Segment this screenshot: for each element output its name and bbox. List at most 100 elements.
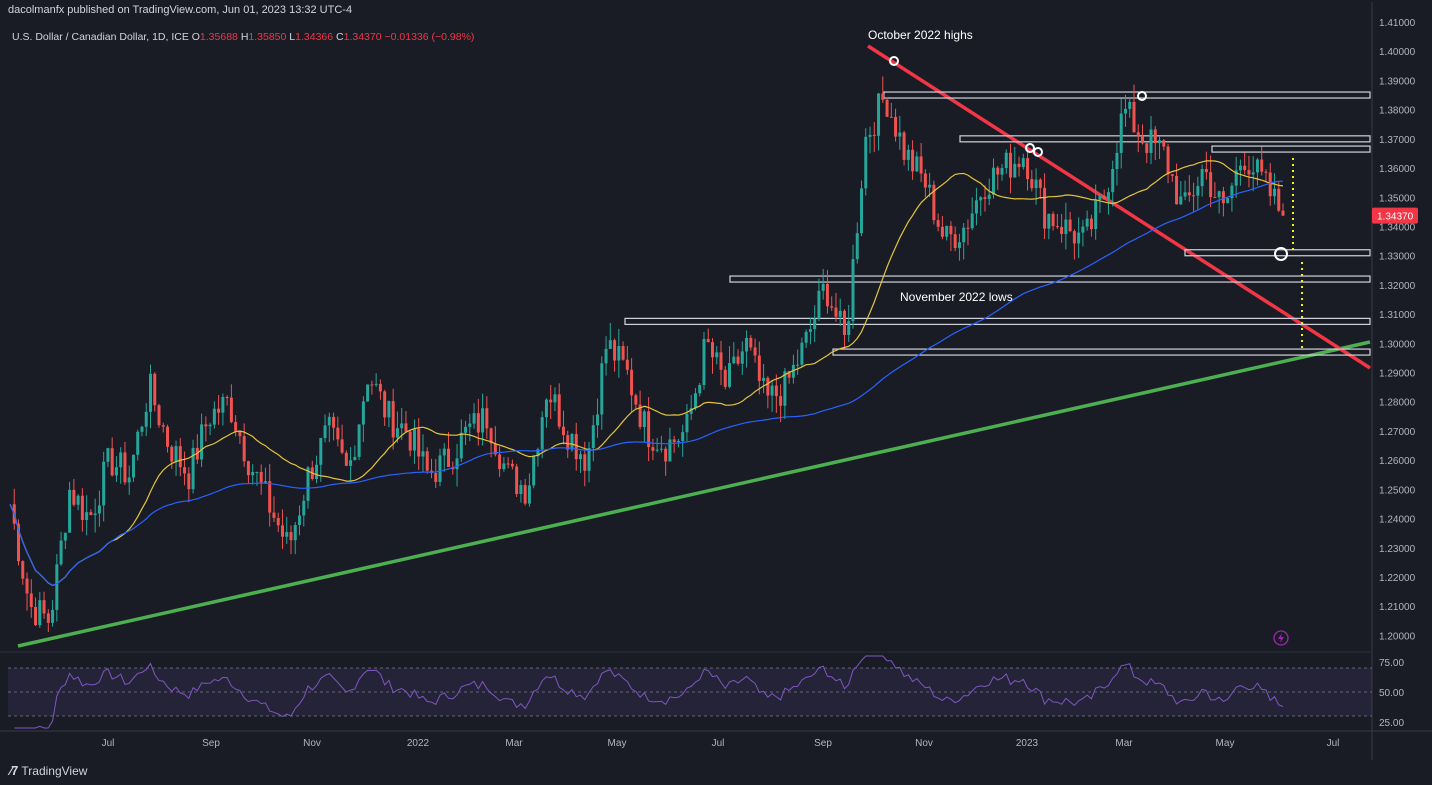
candle-body	[642, 411, 646, 427]
candle-body	[404, 423, 408, 432]
candle-body	[587, 448, 591, 471]
candle-body	[498, 454, 502, 470]
candles	[12, 76, 1285, 632]
candle-body	[1000, 168, 1004, 175]
candle-body	[306, 467, 310, 501]
ma-fast-line	[9, 160, 1284, 587]
candle-body	[596, 414, 600, 426]
candle-body	[106, 448, 110, 462]
candle-body	[847, 321, 851, 335]
candle-body	[702, 338, 706, 386]
candle-body	[85, 512, 89, 520]
lightning-icon[interactable]	[1273, 630, 1289, 646]
candle-body	[319, 437, 323, 465]
price-tick-label: 1.29000	[1379, 369, 1416, 380]
candle-body	[536, 449, 540, 457]
candle-body	[1009, 152, 1013, 178]
horizontal-level	[1184, 249, 1371, 257]
candle-body	[374, 383, 378, 385]
candle-body	[251, 472, 255, 476]
candle-body	[723, 369, 727, 387]
candle-body	[787, 371, 791, 378]
candle-body	[779, 396, 783, 406]
price-tick-label: 1.37000	[1379, 135, 1416, 146]
candle-body	[434, 473, 438, 482]
candle-body	[208, 424, 212, 427]
price-tick-label: 1.30000	[1379, 339, 1416, 350]
candle-body	[51, 609, 55, 623]
candle-body	[383, 391, 387, 418]
candle-body	[1251, 172, 1255, 175]
candle-body	[766, 377, 770, 396]
candle-body	[1060, 226, 1064, 234]
rsi-tick-label: 25.00	[1379, 718, 1404, 729]
candle-body	[902, 132, 906, 160]
candle-body	[191, 447, 195, 490]
candle-body	[293, 524, 297, 541]
candle-body	[136, 431, 140, 455]
candle-body	[502, 463, 506, 470]
candle-body	[1238, 165, 1242, 171]
candle-body	[485, 408, 489, 429]
candle-body	[1072, 231, 1076, 244]
candle-body	[915, 156, 919, 172]
candle-body	[881, 93, 885, 100]
candle-body	[1055, 226, 1059, 228]
candle-body	[110, 448, 114, 476]
candle-body	[387, 401, 391, 418]
candle-body	[557, 394, 561, 427]
candle-body	[855, 233, 859, 260]
candle-body	[1026, 158, 1030, 180]
candle-body	[851, 259, 855, 322]
candle-body	[1234, 170, 1238, 186]
candle-body	[1094, 199, 1098, 230]
candle-body	[1221, 191, 1225, 204]
candle-body	[647, 411, 651, 448]
candle-body	[140, 426, 144, 432]
high-value: 1.35850	[248, 31, 287, 43]
candle-body	[127, 477, 131, 483]
candle-body	[366, 384, 370, 402]
candle-body	[21, 561, 25, 579]
candle-body	[119, 452, 123, 468]
price-tick-label: 1.20000	[1379, 631, 1416, 642]
candle-body	[804, 331, 808, 343]
candle-body	[1089, 218, 1093, 230]
ascending-trendline	[17, 340, 1371, 648]
candle-body	[395, 428, 399, 438]
candle-body	[1034, 179, 1038, 189]
footer-brand: ⁄7 TradingView	[10, 763, 87, 778]
candle-body	[842, 310, 846, 335]
candle-body	[676, 440, 680, 442]
candle-body	[979, 197, 983, 201]
candle-body	[800, 342, 804, 365]
candle-body	[234, 422, 238, 432]
time-tick-label: Nov	[303, 738, 321, 749]
candle-body	[493, 443, 497, 455]
candle-body	[46, 613, 50, 623]
time-tick-label: May	[1216, 738, 1235, 749]
candle-body	[114, 467, 118, 476]
candle-body	[613, 340, 617, 361]
annotation-october-highs: October 2022 highs	[868, 28, 973, 42]
candle-body	[957, 242, 961, 249]
horizontal-level	[1211, 145, 1371, 153]
candle-body	[1136, 132, 1140, 136]
time-tick-label: Jul	[102, 738, 115, 749]
horizontal-level	[624, 317, 1371, 325]
horizontal-level	[729, 275, 1371, 283]
candle-body	[740, 351, 744, 364]
candle-body	[336, 427, 340, 440]
candle-body	[421, 451, 425, 457]
candle-body	[1141, 135, 1145, 144]
candle-body	[238, 431, 242, 437]
candle-body	[796, 364, 800, 366]
close-label: C	[336, 31, 344, 43]
price-tick-label: 1.31000	[1379, 310, 1416, 321]
candle-body	[17, 523, 21, 562]
candle-body	[123, 452, 127, 483]
candle-body	[42, 600, 46, 614]
candle-body	[378, 383, 382, 392]
candle-body	[225, 396, 229, 398]
